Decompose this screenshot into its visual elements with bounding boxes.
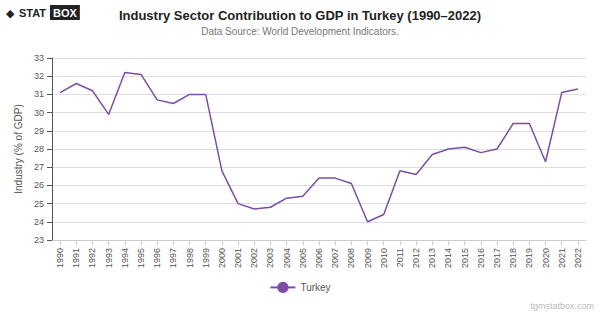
svg-text:26: 26 [34, 180, 44, 190]
svg-text:STAT: STAT [19, 7, 46, 19]
svg-text:2003: 2003 [265, 248, 275, 268]
svg-text:◆: ◆ [6, 7, 15, 19]
svg-text:2016: 2016 [476, 248, 486, 268]
svg-text:2012: 2012 [411, 248, 421, 268]
svg-text:2011: 2011 [395, 248, 405, 267]
svg-text:2015: 2015 [460, 248, 470, 268]
svg-text:Industry (% of GDP): Industry (% of GDP) [13, 104, 24, 193]
svg-text:27: 27 [34, 162, 44, 172]
svg-text:2000: 2000 [217, 248, 227, 268]
svg-text:1991: 1991 [71, 248, 81, 268]
svg-text:1999: 1999 [201, 248, 211, 268]
svg-text:2013: 2013 [427, 248, 437, 268]
svg-text:1990: 1990 [55, 248, 65, 268]
svg-text:1997: 1997 [168, 248, 178, 268]
svg-text:1994: 1994 [120, 248, 130, 268]
svg-text:2010: 2010 [379, 248, 389, 268]
svg-text:1996: 1996 [152, 248, 162, 268]
svg-text:2001: 2001 [233, 248, 243, 268]
svg-text:2005: 2005 [298, 248, 308, 268]
svg-text:2006: 2006 [314, 248, 324, 268]
svg-text:tgmstatbox.com: tgmstatbox.com [530, 301, 594, 311]
svg-text:2019: 2019 [524, 248, 534, 268]
svg-text:24: 24 [34, 217, 44, 227]
svg-text:2020: 2020 [541, 248, 551, 268]
svg-text:28: 28 [34, 144, 44, 154]
svg-text:Industry Sector Contribution t: Industry Sector Contribution to GDP in T… [119, 8, 481, 23]
svg-text:1995: 1995 [136, 248, 146, 268]
svg-text:2017: 2017 [492, 248, 502, 268]
svg-text:29: 29 [34, 126, 44, 136]
svg-text:2022: 2022 [573, 248, 583, 268]
svg-text:2018: 2018 [508, 248, 518, 268]
svg-text:1998: 1998 [185, 248, 195, 268]
svg-text:1992: 1992 [87, 248, 97, 268]
svg-text:2002: 2002 [249, 248, 259, 268]
svg-text:Turkey: Turkey [300, 282, 330, 293]
svg-text:32: 32 [34, 71, 44, 81]
svg-text:BOX: BOX [53, 7, 78, 19]
svg-text:1993: 1993 [104, 248, 114, 268]
svg-text:2021: 2021 [557, 248, 567, 268]
svg-text:31: 31 [34, 89, 44, 99]
svg-text:2004: 2004 [282, 248, 292, 268]
svg-text:Data Source: World Development: Data Source: World Development Indicator… [201, 26, 399, 37]
svg-text:2014: 2014 [443, 248, 453, 268]
svg-text:33: 33 [34, 53, 44, 63]
svg-text:30: 30 [34, 108, 44, 118]
svg-text:23: 23 [34, 235, 44, 245]
svg-text:25: 25 [34, 199, 44, 209]
svg-text:2009: 2009 [363, 248, 373, 268]
svg-text:2008: 2008 [346, 248, 356, 268]
svg-text:2007: 2007 [330, 248, 340, 268]
